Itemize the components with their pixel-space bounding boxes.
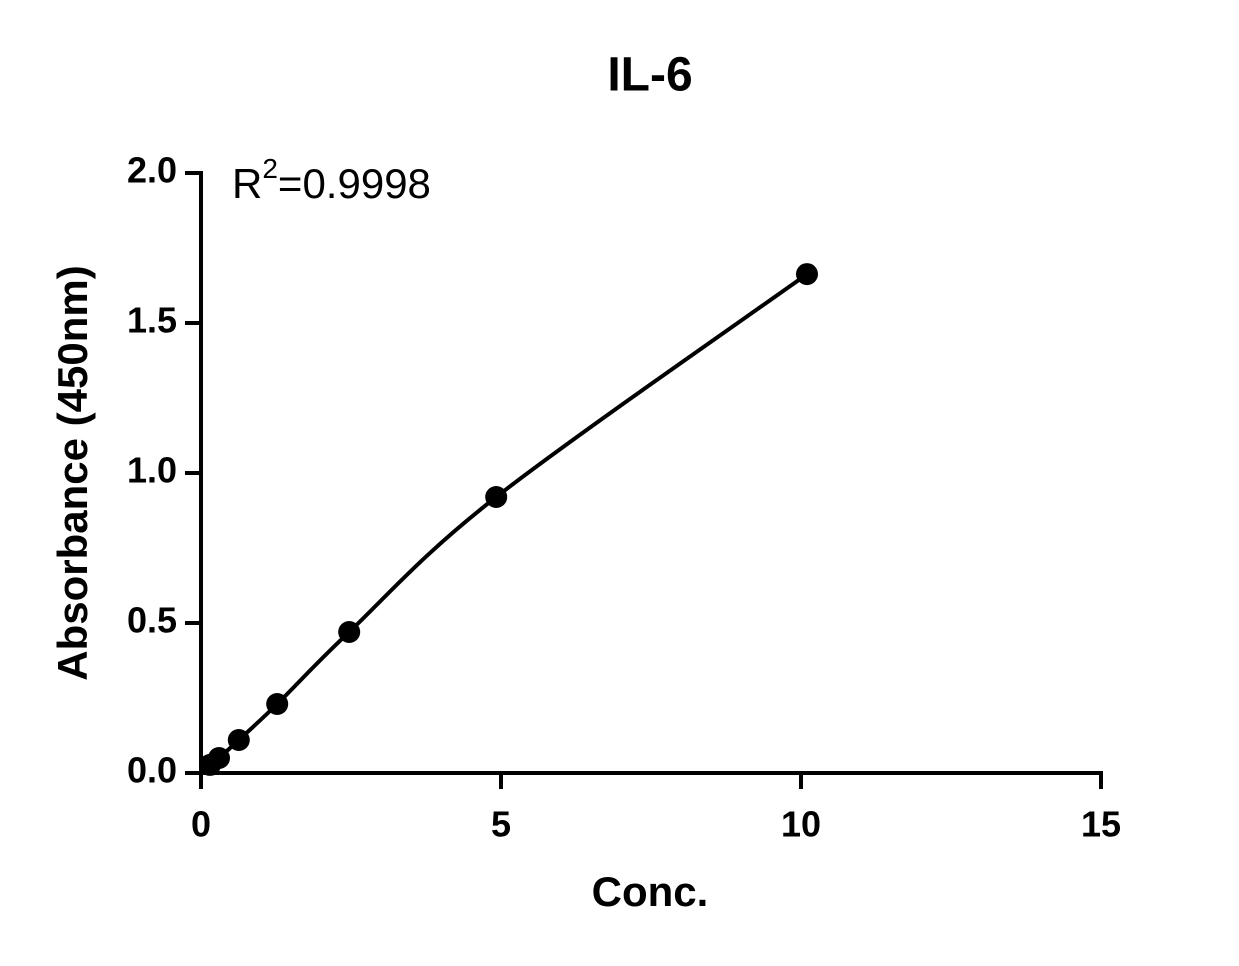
data-point [796, 263, 818, 286]
y-tick-label: 1.5 [127, 300, 177, 341]
y-tick-label: 0.0 [127, 750, 177, 791]
annotation-base: R [232, 160, 262, 207]
fit-curve [208, 272, 809, 767]
y-axis-title: Absorbance (450nm) [49, 265, 96, 680]
x-tick-label: 10 [781, 804, 821, 845]
data-point [266, 693, 289, 715]
data-point [338, 621, 361, 643]
y-tick-label: 1.0 [127, 450, 177, 491]
annotation: R2=0.9998 [232, 153, 431, 207]
x-tick-label: 0 [191, 804, 211, 845]
chart-title: IL-6 [607, 49, 692, 102]
annotation-superscript: 2 [262, 153, 278, 184]
data-point [208, 747, 230, 769]
data-point [485, 486, 508, 508]
x-tick-label: 15 [1081, 804, 1121, 845]
y-tick-label: 2.0 [127, 150, 177, 191]
y-tick-label: 0.5 [127, 600, 177, 641]
x-axis-title: Conc. [592, 868, 709, 915]
x-tick-label: 5 [491, 804, 511, 845]
annotation-rest: =0.9998 [278, 160, 431, 207]
data-point [227, 729, 250, 751]
